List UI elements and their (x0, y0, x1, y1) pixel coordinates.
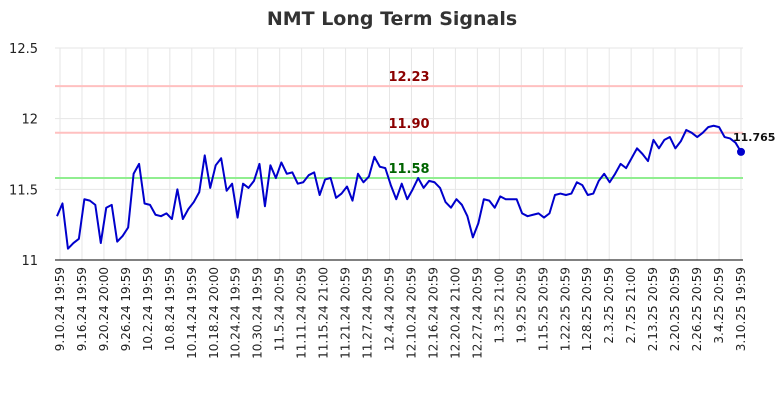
x-tick-label: 3.10.25 19:59 (734, 267, 748, 351)
last-point-marker (737, 147, 745, 156)
x-tick-label: 10.2.24 19:59 (141, 267, 155, 351)
x-tick-label: 9.16.24 19:59 (75, 267, 89, 351)
x-tick-label: 1.22.25 20:59 (558, 267, 572, 351)
x-tick-label: 1.28.25 20:59 (580, 267, 594, 351)
x-tick-label: 2.26.25 20:59 (690, 267, 704, 351)
x-tick-label: 1.3.25 21:00 (492, 267, 506, 344)
x-tick-label: 10.30.24 19:59 (251, 267, 265, 359)
signal-level-label: 11.58 (388, 162, 429, 177)
x-tick-label: 2.3.25 20:59 (602, 267, 616, 344)
chart-title: NMT Long Term Signals (267, 8, 517, 30)
y-tick-label: 12 (21, 113, 38, 128)
x-tick-label: 9.26.24 19:59 (119, 267, 133, 351)
x-tick-label: 10.18.24 20:00 (207, 267, 221, 359)
signal-level-label: 11.90 (388, 117, 429, 132)
x-tick-label: 9.10.24 19:59 (53, 267, 67, 351)
x-tick-label: 12.4.24 20:59 (383, 267, 397, 351)
x-tick-label: 1.15.25 20:59 (536, 267, 550, 351)
value-labels: 12.23 11.90 11.58 11.765 (388, 70, 775, 177)
x-tick-label: 10.24.24 19:59 (229, 267, 243, 359)
x-tick-label: 11.11.24 20:59 (295, 267, 309, 359)
x-tick-label: 11.21.24 20:59 (339, 267, 353, 359)
x-tick-label: 11.15.24 21:00 (317, 267, 331, 359)
signal-levels (55, 85, 743, 180)
y-tick-label: 11 (21, 254, 38, 269)
x-tick-label: 2.20.25 20:59 (668, 267, 682, 351)
x-tick-label: 12.16.24 20:59 (426, 267, 440, 359)
x-tick-label: 3.4.25 20:59 (712, 267, 726, 344)
y-tick-label: 11.5 (9, 183, 38, 198)
x-tick-label: 1.9.25 20:59 (514, 267, 528, 344)
x-tick-label: 12.27.24 20:59 (470, 267, 484, 359)
x-tick-label: 10.14.24 19:59 (185, 267, 199, 359)
x-tick-label: 2.13.25 20:59 (646, 267, 660, 351)
grid (55, 47, 743, 261)
x-tick-label: 12.20.24 21:00 (448, 267, 462, 359)
axes: 11 11.5 12 12.5 9.10.24 19:59 9.16.24 19:59 9.… (9, 42, 748, 359)
y-tick-label: 12.5 (9, 42, 38, 57)
price-line (56, 124, 742, 250)
x-tick-label: 11.27.24 20:59 (361, 267, 375, 359)
x-tick-label: 12.10.24 20:59 (404, 267, 418, 359)
signal-level-label: 12.23 (388, 70, 429, 85)
x-tick-label: 2.7.25 21:00 (624, 267, 638, 344)
x-tick-label: 11.5.24 20:59 (273, 267, 287, 351)
price-series (56, 124, 745, 250)
last-value-label: 11.765 (733, 131, 775, 144)
x-tick-label: 9.20.24 20:00 (97, 267, 111, 351)
x-tick-label: 10.8.24 19:59 (163, 267, 177, 351)
